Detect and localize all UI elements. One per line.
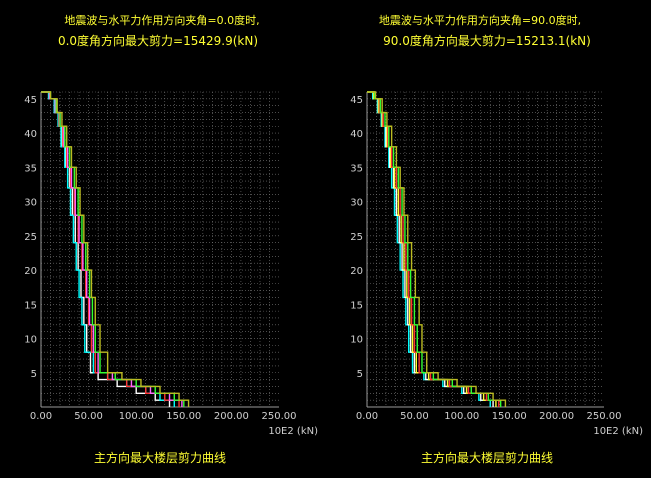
y-tick-label: 10 [24,335,37,346]
x-tick-label: 100.00 [119,411,154,422]
y-tick-label: 15 [350,300,363,311]
y-tick-label: 35 [24,163,37,174]
x-tick-label: 200.00 [214,411,249,422]
series-line [367,91,507,407]
x-axis-unit-label: 10E2 (kN) [268,426,318,437]
x-tick-label: 150.00 [492,411,527,422]
x-axis-unit-label: 10E2 (kN) [593,426,643,437]
y-tick-label: 15 [24,300,37,311]
x-tick-label: 150.00 [166,411,201,422]
chart-title-line1: 地震波与水平力作用方向夹角=90.0度时, [379,13,581,27]
series-line [367,91,497,407]
y-tick-label: 20 [350,266,363,277]
y-tick-label: 30 [350,198,363,209]
x-tick-label: 0.00 [30,411,52,422]
series-line [41,91,190,407]
chart-caption: 主方向最大楼层剪力曲线 [94,450,226,465]
x-tick-label: 200.00 [539,411,574,422]
y-tick-label: 5 [31,369,37,380]
y-tick-label: 25 [24,232,37,243]
y-tick-label: 40 [24,129,37,140]
plot-area: 5 10 15 20 25 30 35 40 45 0.00 50.00 100.00 150.00 20… [350,91,622,422]
chart-title-line1: 地震波与水平力作用方向夹角=0.0度时, [64,13,259,27]
chart-panel-right: 地震波与水平力作用方向夹角=90.0度时, 90.0度角方向最大剪力=15213… [350,13,643,465]
y-tick-label: 25 [350,232,363,243]
chart-title-line2: 90.0度角方向最大剪力=15213.1(kN) [383,33,591,48]
y-tick-label: 20 [24,266,37,277]
y-tick-label: 45 [350,95,363,106]
series-line [367,91,500,407]
y-tick-label: 40 [350,129,363,140]
y-tick-label: 45 [24,95,37,106]
series-line [367,91,491,407]
chart-title-line2: 0.0度角方向最大剪力=15429.9(kN) [58,33,258,48]
x-tick-label: 50.00 [74,411,103,422]
series-line [41,91,180,407]
chart-caption: 主方向最大楼层剪力曲线 [421,450,553,465]
y-tick-label: 35 [350,163,363,174]
x-tick-label: 250.00 [262,411,297,422]
y-tick-label: 10 [350,335,363,346]
x-tick-label: 100.00 [444,411,479,422]
y-tick-label: 5 [357,369,363,380]
y-tick-label: 30 [24,198,37,209]
plot-area: 5 10 15 20 25 30 35 40 45 0.00 50.00 100.00 150.00 20… [24,91,297,422]
x-tick-label: 250.00 [587,411,622,422]
x-tick-label: 0.00 [356,411,378,422]
chart-panel-left: 地震波与水平力作用方向夹角=0.0度时, 0.0度角方向最大剪力=15429.9… [24,13,318,465]
x-tick-label: 50.00 [400,411,429,422]
series-line [367,91,502,407]
series-line [41,91,185,407]
